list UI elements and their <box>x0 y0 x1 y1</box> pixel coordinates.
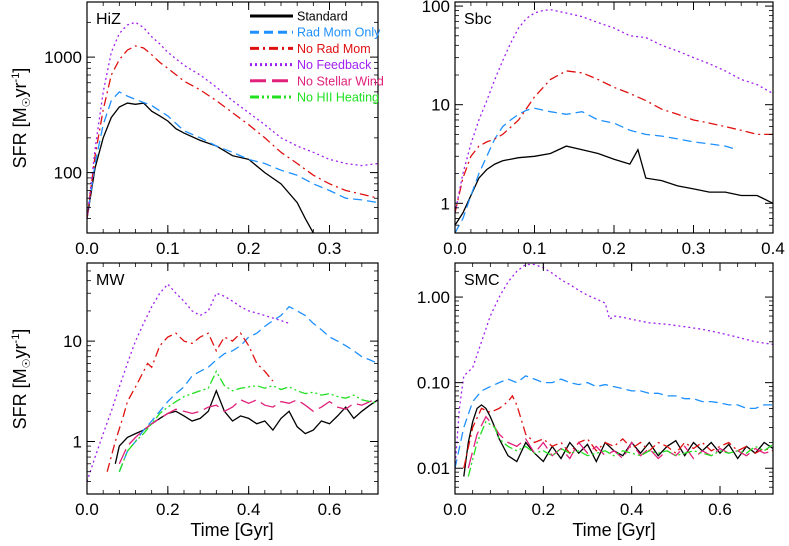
x-tick-label: 0.4 <box>237 500 261 519</box>
x-tick-label: 0.1 <box>523 239 547 258</box>
y-tick-label: 0.01 <box>417 459 450 478</box>
legend-label-no-stellar-wind: No Stellar Wind <box>297 74 384 88</box>
series-group <box>87 21 378 233</box>
x-tick-label: 0.3 <box>318 239 342 258</box>
series-line-no-feedback <box>87 283 290 482</box>
legend-label-standard: Standard <box>297 10 348 24</box>
y-axis-title: SFR [M☉yr-1] <box>10 68 33 169</box>
series-line-no-rad-mom <box>455 70 773 214</box>
series-line-no-feedback <box>455 9 773 214</box>
y-tick-label: 1 <box>441 194 450 213</box>
legend-label-rad-mom-only: Rad Mom Only <box>297 26 381 40</box>
series-line-no-rad-mom <box>87 45 378 219</box>
plot-frame <box>454 262 774 495</box>
legend-label-no-feedback: No Feedback <box>297 58 372 72</box>
x-tick-label: 0.2 <box>602 239 626 258</box>
x-tick-label: 0.0 <box>75 500 99 519</box>
x-tick-label: 0.2 <box>532 500 556 519</box>
x-axis-title: Time [Gyr] <box>572 520 655 540</box>
series-line-no-hii-heating <box>118 369 378 472</box>
legend-label-no-rad-mom: No Rad Mom <box>297 42 371 56</box>
panel-label: Sbc <box>464 11 492 28</box>
y-tick-label: 1.00 <box>417 288 450 307</box>
series-line-no-stellar-wind <box>467 415 773 469</box>
series-line-rad-mom-only <box>118 305 378 472</box>
series-line-standard <box>87 102 314 233</box>
y-tick-label: 100 <box>422 0 450 16</box>
series-line-no-feedback <box>455 263 773 469</box>
y-tick-label: 100 <box>54 164 82 183</box>
y-tick-label: 1 <box>73 433 82 452</box>
x-axis-title: Time [Gyr] <box>190 520 273 540</box>
series-line-rad-mom-only <box>455 107 734 233</box>
series-group <box>87 283 378 482</box>
panel-label: SMC <box>464 272 500 289</box>
panel-label: MW <box>96 272 125 289</box>
x-tick-label: 0.6 <box>708 500 732 519</box>
y-tick-label: 10 <box>63 332 82 351</box>
x-tick-label: 0.2 <box>237 239 261 258</box>
x-tick-label: 0.4 <box>620 500 644 519</box>
x-tick-label: 0.2 <box>156 500 180 519</box>
y-tick-label: 0.10 <box>417 374 450 393</box>
y-tick-label: 10 <box>431 96 450 115</box>
panel-smc: 0.0 0.2 0.4 0.6 0.01 0.10 1.00 SMC <box>417 262 774 519</box>
series-line-no-rad-mom <box>106 332 274 472</box>
series-line-no-feedback <box>87 21 378 219</box>
series-group <box>455 263 773 477</box>
series-line-standard <box>463 404 773 477</box>
x-tick-label: 0.6 <box>318 500 342 519</box>
series-line-rad-mom-only <box>455 375 773 469</box>
y-tick-label: 1000 <box>44 48 82 67</box>
panel-sbc: 0.0 0.1 0.2 0.3 0.4 1 10 100 Sbc <box>422 0 785 258</box>
series-line-no-rad-mom <box>463 394 773 469</box>
panel-mw: 0.0 0.2 0.4 0.6 1 10 MW <box>63 262 379 519</box>
legend: Standard Rad Mom Only No Rad Mom No Feedbac… <box>250 10 384 105</box>
series-line-standard <box>455 145 773 226</box>
x-tick-label: 0.0 <box>443 239 467 258</box>
x-tick-label: 0.0 <box>75 239 99 258</box>
x-tick-label: 0.3 <box>682 239 706 258</box>
x-tick-label: 0.0 <box>443 500 467 519</box>
panel-hiz: 0.0 0.1 0.2 0.3 100 1000 HiZ <box>44 1 379 258</box>
x-tick-label: 0.4 <box>761 239 785 258</box>
panel-label: HiZ <box>96 11 121 28</box>
series-line-rad-mom-only <box>87 91 378 219</box>
plot-frame <box>86 262 379 495</box>
legend-label-no-hii-heating: No HII Heating <box>297 91 379 105</box>
y-axis-title: SFR [M☉yr-1] <box>10 329 33 430</box>
series-group <box>455 9 773 233</box>
series-line-no-hii-heating <box>467 420 773 477</box>
plot-frame <box>454 1 774 234</box>
series-line-no-stellar-wind <box>118 397 378 465</box>
x-tick-label: 0.1 <box>156 239 180 258</box>
